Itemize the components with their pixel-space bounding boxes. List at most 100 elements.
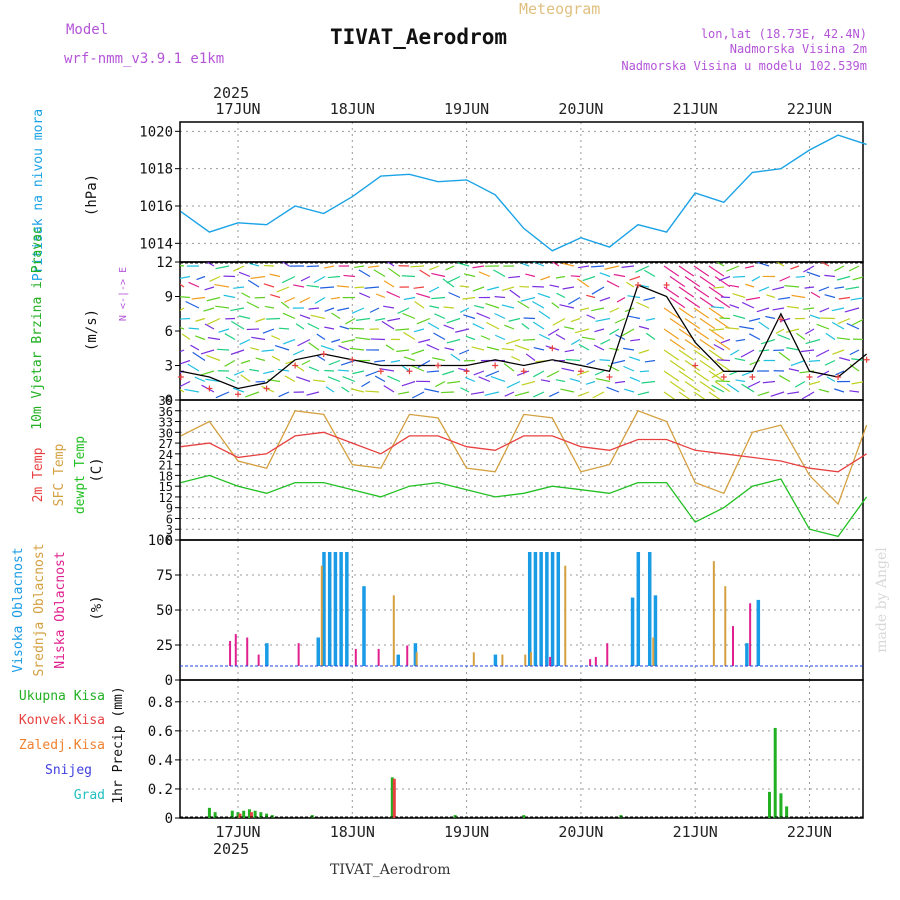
- wind-arrow: [562, 286, 575, 290]
- wind-arrow: [296, 376, 311, 383]
- wind-arrow: [337, 307, 350, 312]
- y-tick-label: 3: [165, 359, 173, 375]
- wind-arrow: [412, 391, 425, 399]
- wind-arrow: [845, 286, 860, 290]
- wind-arrow: [297, 338, 311, 347]
- wind-arrow: [184, 388, 200, 393]
- wind-arrow: [280, 301, 290, 309]
- pressure-unit-label: (hPa): [84, 174, 100, 216]
- wind-arrow: [638, 349, 650, 354]
- wind-arrow: [599, 359, 611, 362]
- wind-arrow: [576, 278, 590, 288]
- wind-arrow: [476, 312, 491, 320]
- wind-arrow: [215, 305, 230, 309]
- cloud-bar: [362, 586, 366, 666]
- wind-arrow: [450, 353, 461, 361]
- wind-arrow: [180, 283, 185, 288]
- wind-arrow: [786, 305, 800, 309]
- wind-arrow: [306, 284, 320, 288]
- wind-arrow: [744, 265, 755, 269]
- wind-arrow: [396, 349, 410, 353]
- wind-arrow: [206, 354, 221, 362]
- wind-arrow: [724, 326, 740, 330]
- wind-arrow: [718, 275, 731, 282]
- wind-arrow: [207, 317, 221, 326]
- y-tick-label: 21: [159, 459, 173, 473]
- precip-bar: [259, 812, 263, 818]
- wind-arrow: [455, 328, 470, 333]
- wind-arrow: [191, 296, 206, 300]
- wind-arrow: [801, 391, 815, 400]
- wind-arrow: [375, 317, 386, 321]
- wind-arrow: [233, 370, 245, 376]
- cloud-bar: [545, 552, 549, 666]
- bottom-day-label: 18JUN: [330, 823, 375, 841]
- wind-arrow: [375, 293, 386, 299]
- wind-arrow: [330, 296, 341, 300]
- wind-arrow: [282, 312, 296, 320]
- wind-arrow: [383, 280, 395, 288]
- wind-arrow: [804, 286, 815, 289]
- wind-arrow: [546, 370, 560, 378]
- wind-arrow: [708, 349, 725, 361]
- cloud-bar: [589, 659, 592, 666]
- wind-arrow: [819, 307, 830, 313]
- cloud-bar: [529, 652, 532, 666]
- wind-arrow: [593, 344, 605, 351]
- wind-arrow: [609, 347, 620, 351]
- y-tick-label: 12: [156, 255, 173, 271]
- wind-arrow: [485, 303, 500, 309]
- wind-arrow: [636, 301, 650, 309]
- precip-bar: [247, 809, 251, 818]
- wind-arrow: [708, 391, 722, 400]
- wind-arrow: [663, 286, 680, 298]
- wind-arrow: [514, 391, 530, 397]
- wind-name-label: 10m Vjetar Brzina i Pravac: [30, 226, 45, 430]
- bottom-year-label: 2025: [213, 840, 249, 858]
- wind-arrow: [249, 368, 260, 372]
- wind-arrow: [240, 374, 251, 382]
- wind-arrow: [699, 297, 716, 309]
- wind-arrow: [509, 289, 521, 298]
- wind-arrow: [327, 275, 341, 279]
- wind-arrow: [555, 275, 566, 279]
- wind-arrow: [446, 275, 461, 284]
- wind-arrow: [708, 307, 725, 319]
- temp-unit-label: (C): [89, 457, 105, 482]
- wind-arrow: [471, 346, 485, 351]
- wind-speed-line: [180, 284, 868, 390]
- wind-arrow: [525, 273, 536, 278]
- lonlat-text: lon,lat (18.73E, 42.4N): [701, 27, 867, 41]
- wind-arrow: [367, 265, 380, 268]
- wind-arrow: [390, 359, 401, 363]
- wind-arrow: [354, 265, 365, 269]
- cloud-bar: [257, 654, 260, 666]
- wind-arrow: [591, 286, 605, 295]
- wind-arrow: [770, 391, 785, 397]
- wind-arrow: [398, 391, 410, 395]
- wind-arrow: [710, 328, 725, 331]
- cloud-bar: [339, 552, 343, 666]
- wind-arrow: [784, 285, 800, 288]
- wind-arrow: [710, 306, 725, 309]
- wind-gust-mark: [835, 374, 842, 380]
- wind-arrow: [199, 370, 215, 376]
- wind-arrow: [266, 317, 281, 320]
- wind-arrow: [788, 368, 800, 372]
- wind-arrow: [805, 338, 821, 345]
- cloud-bar: [396, 654, 401, 666]
- wind-arrow: [751, 275, 761, 282]
- cloud-bar: [550, 552, 555, 666]
- panel-frame: [179, 679, 864, 819]
- wind-panel: 12 9 6 3 0: [156, 255, 870, 409]
- wind-arrow: [758, 286, 770, 292]
- wind-arrow: [816, 323, 830, 330]
- wind-arrow: [269, 273, 281, 278]
- wind-arrow: [465, 376, 476, 383]
- wind-arrow: [663, 349, 680, 361]
- wind-arrow: [458, 349, 470, 355]
- cloud-bar: [229, 640, 232, 666]
- wind-arrow: [307, 322, 320, 330]
- wind-arrow: [831, 307, 845, 312]
- wind-arrow: [341, 386, 350, 393]
